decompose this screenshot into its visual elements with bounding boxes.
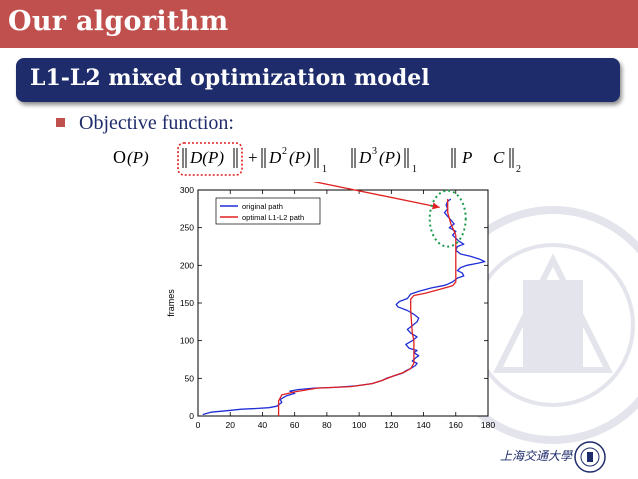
- legend-box: [215, 197, 321, 225]
- y-tick-label: 200: [180, 260, 194, 270]
- x-tick-label: 160: [449, 420, 463, 430]
- slide-title: Our algorithm: [8, 6, 229, 37]
- bullet-text: Objective function:: [79, 112, 234, 134]
- chart-plot-area: 0 20 40 60 80 100 120 140 160 180 0 50 100 150 200 250 3…: [166, 185, 495, 430]
- title-bar: Our algorithm: [0, 0, 638, 48]
- formula-sub2: 1: [412, 164, 417, 175]
- highlight-ellipse: [428, 189, 467, 248]
- path-chart: 0 20 40 60 80 100 120 140 160 180 0 50 100 150 200 250 3…: [166, 182, 495, 430]
- formula-term2: D: [268, 148, 282, 167]
- legend-label: optimal L1-L2 path: [242, 213, 304, 222]
- legend-label: original path: [242, 202, 283, 211]
- x-tick-label: 20: [225, 420, 235, 430]
- formula-term2-arg: (P): [289, 148, 311, 167]
- x-tick-label: 80: [322, 420, 332, 430]
- annotation-arrow-head: [432, 202, 440, 210]
- x-tick-label: 140: [416, 420, 430, 430]
- y-tick-label: 100: [180, 336, 194, 346]
- plot-frame: [197, 189, 489, 417]
- slide-subtitle: L1-L2 mixed optimization model: [30, 65, 430, 91]
- y-axis-label: frames: [166, 289, 176, 317]
- y-tick-label: 150: [180, 298, 194, 308]
- formula-sub1: 1: [322, 164, 327, 175]
- x-tick-label: 0: [196, 420, 201, 430]
- formula-term3: D: [358, 148, 372, 167]
- y-tick-label: 50: [185, 373, 195, 383]
- formula-plus: +: [248, 148, 258, 167]
- formula-o: O: [113, 147, 126, 167]
- formula-term1: D(P): [189, 148, 224, 167]
- x-tick-label: 40: [258, 420, 268, 430]
- series-line-2: [277, 199, 457, 416]
- subtitle-banner: L1-L2 mixed optimization model: [16, 58, 620, 102]
- x-tick-label: 100: [352, 420, 366, 430]
- annotation-arrow: [312, 182, 440, 208]
- university-logo: 上海交通大學: [500, 441, 606, 473]
- logo-text: 上海交通大學: [500, 449, 573, 463]
- formula-term3-exp: 3: [372, 146, 377, 157]
- y-tick-label: 250: [180, 223, 194, 233]
- x-tick-label: 180: [481, 420, 495, 430]
- formula-term4: P: [461, 148, 472, 167]
- highlight-box: [177, 142, 243, 176]
- y-tick-label: 0: [189, 411, 194, 421]
- x-tick-label: 120: [384, 420, 398, 430]
- formula-sub3: 2: [516, 164, 521, 175]
- formula-term5: C: [493, 148, 505, 167]
- formula-p1: (P): [127, 148, 149, 167]
- bullet-square-icon: [56, 118, 65, 127]
- y-tick-label: 300: [180, 185, 194, 195]
- formula-term3-arg: (P): [379, 148, 401, 167]
- formula-term2-exp: 2: [282, 146, 287, 157]
- objective-formula: O (P) D(P) + D 2 (P) 1 D 3 (P) 1 P C 2: [113, 142, 521, 176]
- x-tick-label: 60: [290, 420, 300, 430]
